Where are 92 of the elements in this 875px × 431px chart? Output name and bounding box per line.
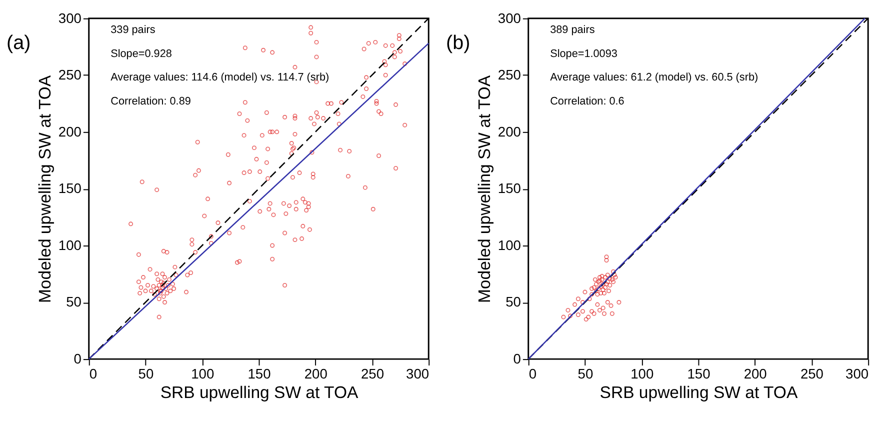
x-tick-label: 200 — [304, 365, 328, 382]
point — [610, 277, 614, 282]
annotation: Average values: 114.6 (model) vs. 114.7 (srb) — [110, 72, 330, 84]
point — [608, 303, 614, 308]
point — [604, 258, 609, 262]
y-tick-label: 100 — [498, 236, 522, 253]
point — [606, 288, 612, 294]
annotation: 339 pairs — [110, 24, 156, 36]
point — [603, 275, 608, 280]
x-tick-label: 150 — [687, 365, 711, 382]
point — [605, 272, 610, 278]
x-tick-label: 300 — [406, 365, 430, 382]
y-tick-label: 150 — [58, 180, 82, 196]
point — [602, 311, 606, 316]
y-tick-label: 300 — [58, 10, 82, 26]
x-tick-label: 100 — [191, 365, 214, 382]
x-tick-label: 300 — [846, 365, 869, 382]
text: (b) — [446, 32, 470, 54]
point — [561, 314, 566, 320]
annotation: Correlation: 0.6 — [550, 95, 624, 108]
point — [590, 309, 594, 314]
point — [595, 302, 600, 307]
x-tick-label: 200 — [744, 365, 768, 382]
point — [582, 290, 588, 294]
y-axis-title: Modeled upwelling SW at TOA — [474, 74, 494, 304]
point — [592, 277, 598, 282]
x-tick-label: 0 — [89, 365, 98, 382]
point — [592, 285, 596, 290]
annotation: Slope=0.928 — [110, 48, 172, 60]
x-axis-title: SRB upwelling SW at TOA — [160, 383, 359, 402]
point — [600, 282, 606, 286]
y-tick-label: 200 — [58, 123, 82, 140]
point — [568, 314, 572, 318]
point — [592, 311, 596, 316]
point — [587, 296, 592, 302]
point — [600, 274, 604, 278]
x-axis-title: SRB upwelling SW at TOA — [600, 383, 798, 402]
point — [600, 288, 606, 292]
annotation: Slope=1.0093 — [550, 48, 618, 60]
point — [594, 288, 599, 294]
point — [605, 300, 610, 305]
x-tick-label: 150 — [248, 365, 272, 382]
annotation: Correlation: 0.89 — [110, 95, 191, 108]
y-tick-label: 0 — [513, 350, 522, 366]
point — [594, 282, 599, 286]
point — [586, 314, 591, 320]
point — [572, 302, 578, 307]
y-axis-title: Modeled upwelling SW at TOA — [36, 74, 55, 304]
annotation: 389 pairs — [550, 24, 596, 36]
point — [603, 285, 608, 290]
text: (a) — [6, 32, 31, 54]
point — [598, 284, 604, 289]
point — [584, 317, 588, 322]
x-tick-label: 250 — [800, 365, 824, 382]
point — [597, 275, 602, 280]
point — [580, 309, 585, 314]
y-tick-label: 300 — [498, 10, 522, 26]
point — [602, 290, 606, 296]
x-tick-label: 250 — [360, 365, 384, 382]
point — [604, 254, 609, 260]
point — [604, 282, 609, 286]
x-tick-label: 100 — [630, 365, 654, 382]
y-tick-label: 200 — [498, 123, 522, 140]
x-tick-label: 50 — [138, 365, 154, 382]
point — [596, 286, 601, 291]
x-tick-label: 50 — [578, 365, 594, 382]
point — [597, 308, 602, 312]
point — [616, 300, 622, 305]
point — [595, 292, 600, 297]
y-tick-label: 0 — [74, 350, 82, 366]
point — [600, 277, 604, 282]
point — [576, 312, 580, 318]
point — [610, 311, 614, 316]
point — [611, 280, 616, 284]
y-tick-label: 50 — [506, 294, 522, 310]
y-tick-label: 250 — [498, 66, 522, 83]
point — [576, 296, 580, 302]
x-tick-label: 0 — [528, 365, 537, 382]
point — [605, 280, 610, 284]
point — [566, 308, 570, 312]
point — [600, 306, 606, 310]
y-tick-label: 100 — [58, 236, 82, 253]
point — [608, 276, 612, 281]
point — [590, 292, 594, 297]
point — [598, 290, 604, 296]
y-tick-label: 250 — [58, 66, 82, 83]
point — [613, 275, 618, 280]
y-tick-label: 150 — [498, 180, 522, 196]
point — [608, 282, 612, 288]
y-tick-label: 50 — [66, 294, 82, 310]
annotation: Average values: 61.2 (model) vs. 60.5 (srb) — [550, 72, 758, 84]
point — [590, 286, 594, 291]
